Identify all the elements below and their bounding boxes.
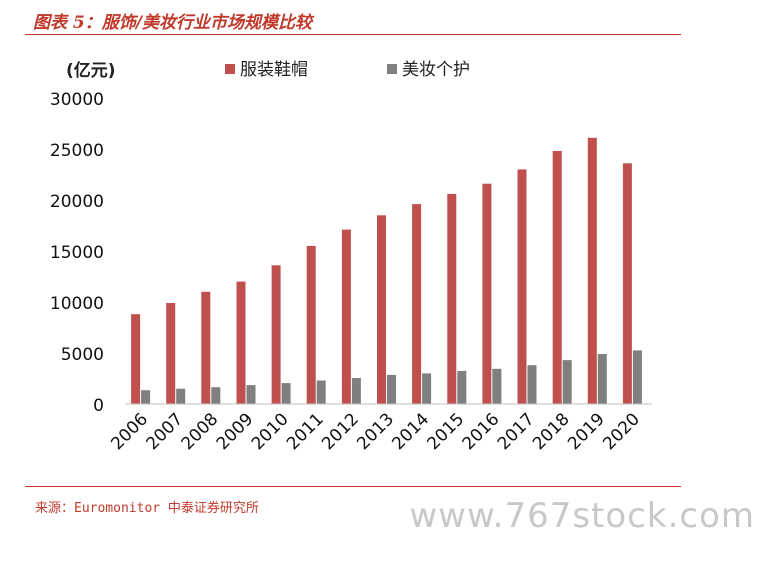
bar-beauty-2018 <box>562 360 572 404</box>
x-tick-label: 2008 <box>178 409 223 454</box>
bar-beauty-2006 <box>141 390 151 404</box>
bar-beauty-2014 <box>422 373 432 404</box>
y-tick-label: 20000 <box>50 192 104 212</box>
bar-apparel-2018 <box>552 151 562 404</box>
x-tick-label: 2018 <box>529 409 574 454</box>
bar-beauty-2009 <box>246 385 256 404</box>
bar-apparel-2008 <box>201 291 211 404</box>
unit-label: (亿元) <box>66 60 116 81</box>
x-tick-label: 2013 <box>353 409 398 454</box>
bar-beauty-2020 <box>632 350 642 404</box>
bar-apparel-2014 <box>412 204 422 404</box>
bar-apparel-2012 <box>341 229 351 404</box>
bar-beauty-2017 <box>527 365 537 404</box>
x-tick-label: 2006 <box>107 409 152 454</box>
bar-beauty-2007 <box>176 388 186 404</box>
chart-footer: 来源：Euromonitor 中泰证券研究所 <box>25 486 681 516</box>
bar-apparel-2015 <box>447 193 457 404</box>
x-tick-label: 2016 <box>459 409 504 454</box>
y-tick-label: 15000 <box>50 243 104 263</box>
bar-apparel-2011 <box>306 245 316 404</box>
bar-apparel-2020 <box>622 163 632 404</box>
x-tick-label: 2019 <box>564 409 609 454</box>
bar-beauty-2016 <box>492 368 502 404</box>
watermark: www.767stock.com <box>409 496 755 536</box>
bar-apparel-2019 <box>587 137 597 405</box>
legend-label-1: 服装鞋帽 <box>240 60 308 80</box>
bar-apparel-2006 <box>131 314 141 404</box>
x-tick-label: 2015 <box>424 409 469 454</box>
legend-swatch-1 <box>225 64 235 74</box>
x-tick-label: 2007 <box>142 409 187 454</box>
bar-beauty-2019 <box>597 354 607 404</box>
bar-beauty-2008 <box>211 387 221 404</box>
x-tick-label: 2011 <box>283 409 328 454</box>
bar-apparel-2007 <box>166 303 176 404</box>
legend-swatch-2 <box>387 64 397 74</box>
bar-apparel-2009 <box>236 281 246 404</box>
legend-label-2: 美妆个护 <box>402 60 470 80</box>
bar-apparel-2013 <box>377 215 386 404</box>
bar-beauty-2011 <box>316 380 326 404</box>
chart-title: 图表 5：服饰/美妆行业市场规模比较 <box>33 13 312 33</box>
x-tick-label: 2017 <box>494 409 539 454</box>
source-note: 来源：Euromonitor 中泰证券研究所 <box>35 501 259 516</box>
x-tick-label: 2009 <box>213 409 258 454</box>
x-tick-label: 2010 <box>248 409 293 454</box>
x-tick-label: 2014 <box>388 409 433 454</box>
bar-apparel-2017 <box>517 169 527 404</box>
x-tick-label: 2020 <box>599 409 644 454</box>
y-tick-label: 25000 <box>50 141 104 161</box>
bar-beauty-2012 <box>351 378 361 404</box>
bar-beauty-2013 <box>387 374 396 404</box>
y-tick-label: 5000 <box>61 345 104 365</box>
chart-header: 图表 5：服饰/美妆行业市场规模比较 <box>25 4 681 35</box>
bar-beauty-2015 <box>457 370 467 404</box>
x-tick-label: 2012 <box>318 409 363 454</box>
y-tick-label: 0 <box>93 396 104 416</box>
y-tick-label: 10000 <box>50 294 104 314</box>
bar-apparel-2010 <box>271 265 281 404</box>
y-tick-label: 30000 <box>50 90 104 110</box>
bar-apparel-2016 <box>482 183 492 404</box>
bar-beauty-2010 <box>281 383 291 404</box>
